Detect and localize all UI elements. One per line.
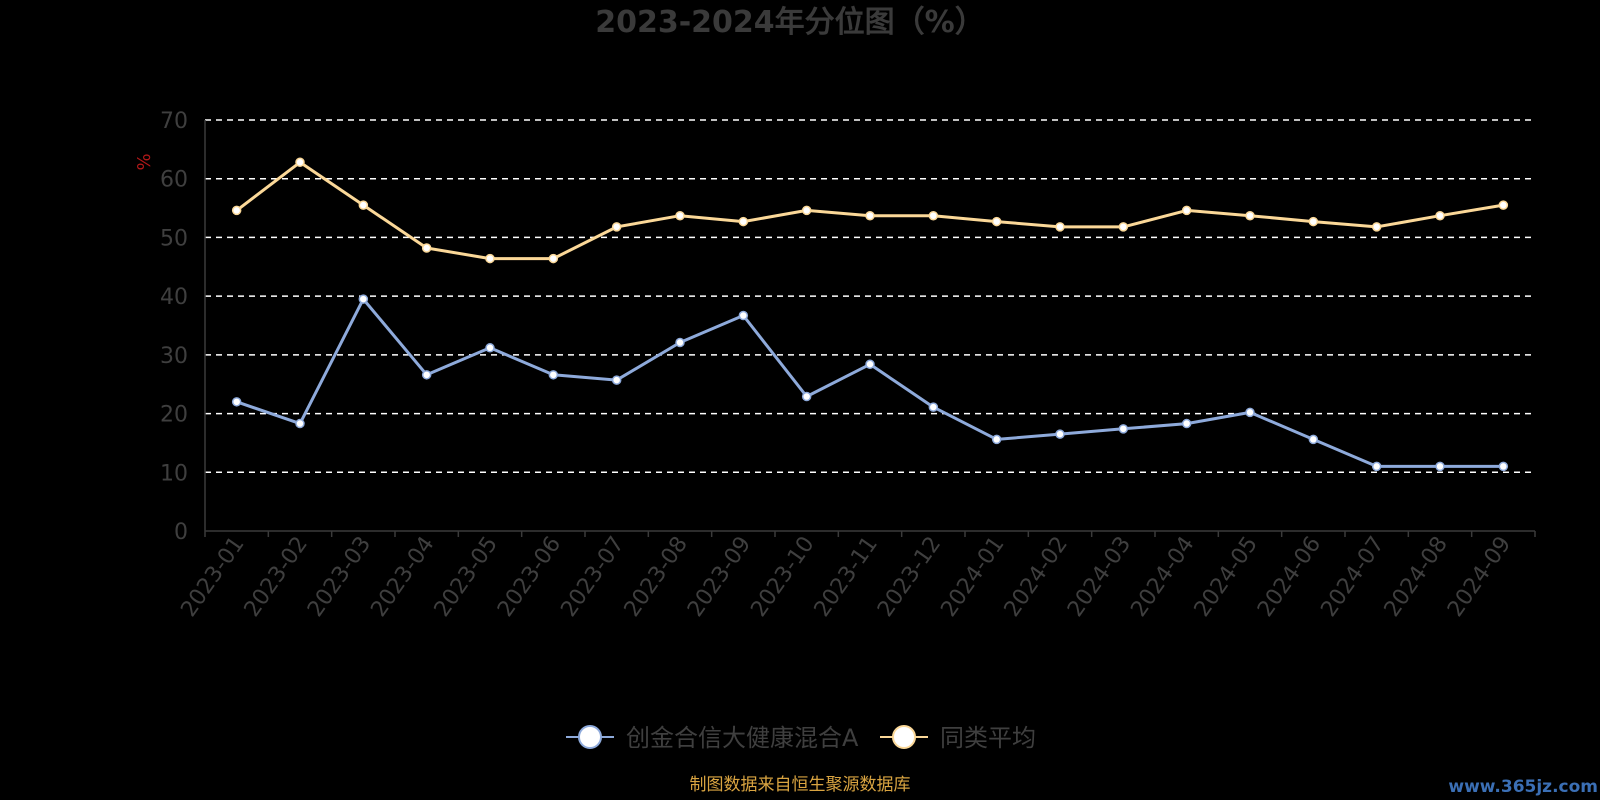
legend-label-1: 同类平均: [940, 724, 1036, 752]
x-tick-label: 2023-02: [240, 532, 313, 622]
data-point: [421, 370, 432, 380]
data-point: [801, 391, 812, 402]
data-point: [611, 222, 622, 232]
data-point: [1435, 210, 1445, 221]
y-tick-label: 0: [174, 520, 188, 545]
data-point: [485, 343, 495, 353]
data-point: [865, 210, 875, 221]
data-point: [1118, 424, 1129, 434]
data-point: [295, 418, 305, 429]
data-point: [231, 397, 242, 407]
data-point: [1245, 210, 1255, 221]
data-point: [231, 205, 242, 216]
data-point: [738, 216, 749, 227]
legend-label-0: 创金合信大健康混合A: [626, 724, 859, 752]
x-tick-label: 2024-03: [1063, 532, 1136, 622]
x-tick-label: 2023-04: [366, 532, 439, 622]
data-point: [548, 370, 559, 380]
data-point: [295, 157, 305, 168]
x-tick-label: 2023-12: [873, 532, 946, 622]
x-tick-label: 2024-07: [1316, 532, 1389, 622]
data-point: [1498, 200, 1509, 210]
data-point: [1245, 407, 1255, 418]
x-tick-label: 2024-08: [1380, 532, 1453, 622]
data-point: [1308, 216, 1319, 227]
x-tick-label: 2023-03: [303, 532, 376, 622]
x-tick-label: 2024-04: [1126, 532, 1199, 622]
x-tick-label: 2024-05: [1190, 532, 1263, 622]
x-tick-label: 2023-07: [556, 532, 629, 622]
data-point: [421, 243, 432, 253]
data-point: [928, 402, 939, 412]
data-point: [675, 337, 685, 348]
legend-marker-0: [578, 725, 602, 749]
x-tick-label: 2024-06: [1253, 532, 1326, 622]
data-point: [485, 253, 495, 264]
y-tick-labels: 0 10 20 30 40 50 60 70: [160, 109, 188, 545]
data-point: [865, 359, 875, 370]
data-point: [358, 294, 369, 304]
data-source-note: 制图数据来自恒生聚源数据库: [690, 775, 911, 795]
axes: [204, 120, 1536, 537]
legend-marker-1: [892, 725, 916, 749]
data-point: [991, 216, 1002, 227]
y-axis-label: %: [134, 153, 155, 170]
x-tick-label: 2024-01: [936, 532, 1009, 622]
grid-lines: [205, 119, 1535, 474]
data-point: [1498, 461, 1509, 472]
data-point: [801, 205, 812, 216]
data-point: [1181, 205, 1192, 216]
x-tick-label: 2023-10: [746, 532, 819, 622]
data-point: [738, 310, 749, 321]
data-point: [928, 210, 939, 221]
data-point: [991, 434, 1002, 445]
x-tick-label: 2023-08: [620, 532, 693, 622]
x-tick-labels: 2023-012023-022023-032023-042023-052023-…: [176, 532, 1516, 622]
y-tick-label: 60: [160, 168, 188, 193]
data-point: [1055, 429, 1065, 439]
data-point: [1371, 461, 1382, 472]
data-point: [1055, 222, 1065, 232]
chart-title: 2023-2024年分位图（%）: [595, 5, 985, 40]
y-tick-label: 70: [160, 109, 188, 134]
x-tick-label: 2023-09: [683, 532, 756, 622]
x-tick-label: 2023-05: [430, 532, 503, 622]
x-tick-label: 2023-01: [176, 532, 249, 622]
y-tick-label: 30: [160, 344, 188, 369]
data-point: [1118, 222, 1129, 232]
data-point: [548, 253, 559, 264]
y-tick-label: 20: [160, 403, 188, 428]
data-point: [611, 375, 622, 385]
x-tick-label: 2024-02: [1000, 532, 1073, 622]
data-point: [1371, 222, 1382, 232]
y-tick-label: 50: [160, 226, 188, 251]
x-tick-label: 2024-09: [1443, 532, 1516, 622]
data-point: [1308, 434, 1319, 445]
x-tick-label: 2023-11: [810, 532, 883, 622]
series-lines: [231, 157, 1509, 472]
watermark: www.365jz.com: [1448, 777, 1598, 797]
y-tick-label: 10: [160, 461, 188, 486]
data-point: [675, 210, 685, 221]
x-tick-label: 2023-06: [493, 532, 566, 622]
data-point: [1181, 418, 1192, 429]
data-point: [358, 200, 369, 210]
legend: 创金合信大健康混合A 同类平均: [566, 724, 1036, 752]
data-point: [1435, 461, 1445, 472]
y-tick-label: 40: [160, 285, 188, 310]
